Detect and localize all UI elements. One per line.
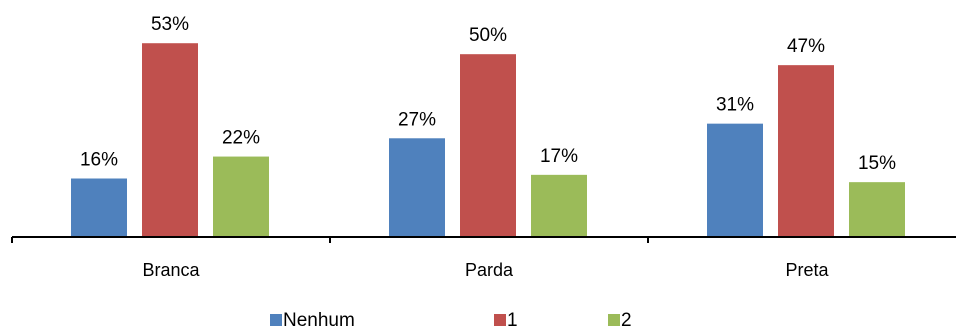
data-label-preta-nenhum: 31% — [716, 95, 754, 116]
legend-swatch-nenhum — [270, 314, 282, 326]
bar-preta-nenhum — [707, 123, 763, 237]
bar-branca-2 — [213, 156, 269, 237]
bar-parda-1 — [460, 54, 516, 237]
legend-swatch-2 — [608, 314, 620, 326]
x-tick-label-branca: Branca — [142, 260, 200, 280]
x-tick-label-preta: Preta — [785, 260, 829, 280]
bar-preta-1 — [778, 65, 834, 237]
data-label-parda-1: 50% — [469, 25, 507, 46]
x-axis — [11, 236, 956, 243]
bar-preta-2 — [849, 182, 905, 237]
data-label-parda-nenhum: 27% — [398, 109, 436, 130]
data-label-branca-nenhum: 16% — [80, 149, 118, 170]
data-label-branca-2: 22% — [222, 128, 260, 149]
x-tick-label-parda: Parda — [465, 260, 514, 280]
legend-swatch-1 — [494, 314, 506, 326]
bar-branca-nenhum — [71, 178, 127, 237]
legend: Nenhum 1 2 — [270, 310, 632, 329]
bar-parda-2 — [531, 174, 587, 237]
data-label-branca-1: 53% — [151, 14, 189, 35]
bars-layer — [71, 43, 905, 237]
legend-label-2: 2 — [621, 310, 632, 329]
data-label-preta-2: 15% — [858, 153, 896, 174]
data-labels-layer: 16% 53% 22% 27% 50% 17% 31% 47% 15% — [80, 14, 896, 174]
data-label-preta-1: 47% — [787, 36, 825, 57]
legend-label-nenhum: Nenhum — [283, 310, 355, 329]
legend-label-1: 1 — [507, 310, 518, 329]
x-tick-labels: Branca Parda Preta — [142, 260, 829, 280]
data-label-parda-2: 17% — [540, 146, 578, 167]
bar-parda-nenhum — [389, 138, 445, 237]
bar-branca-1 — [142, 43, 198, 237]
